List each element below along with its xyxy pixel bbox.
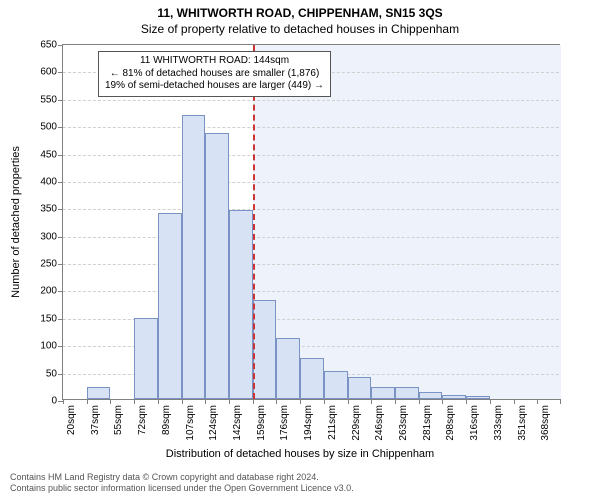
x-tick-label: 246sqm [374, 405, 385, 441]
histogram-bar [229, 210, 253, 399]
x-tick-mark [229, 399, 230, 404]
x-tick-mark [490, 399, 491, 404]
x-tick-mark [371, 399, 372, 404]
x-tick-mark [348, 399, 349, 404]
x-tick-label: 194sqm [303, 405, 314, 441]
page-title-line2: Size of property relative to detached ho… [0, 20, 600, 36]
x-tick-label: 107sqm [185, 405, 196, 441]
x-tick-mark [514, 399, 515, 404]
x-tick-label: 89sqm [161, 405, 172, 435]
x-tick-label: 316sqm [469, 405, 480, 441]
x-tick-label: 211sqm [327, 405, 338, 440]
x-tick-label: 124sqm [208, 405, 219, 441]
histogram-bar [371, 387, 395, 399]
y-tick-label: 400 [40, 176, 57, 187]
y-tick-label: 550 [40, 94, 57, 105]
x-tick-label: 351sqm [517, 405, 528, 441]
chart-container: 11, WHITWORTH ROAD, CHIPPENHAM, SN15 3QS… [0, 0, 600, 500]
y-tick-label: 250 [40, 259, 57, 270]
bars-group [63, 45, 559, 399]
annotation-line: 19% of semi-detached houses are larger (… [105, 80, 324, 93]
y-tick-label: 650 [40, 40, 57, 51]
x-tick-mark [253, 399, 254, 404]
footer-attribution: Contains HM Land Registry data © Crown c… [10, 472, 354, 495]
x-tick-label: 281sqm [422, 405, 433, 441]
x-tick-mark [324, 399, 325, 404]
histogram-bar [276, 338, 300, 399]
x-tick-mark [442, 399, 443, 404]
annotation-line: ← 81% of detached houses are smaller (1,… [105, 68, 324, 81]
y-tick-label: 0 [51, 396, 57, 407]
y-tick-label: 200 [40, 286, 57, 297]
x-tick-label: 333sqm [493, 405, 504, 441]
x-tick-mark [182, 399, 183, 404]
histogram-bar [419, 392, 443, 399]
histogram-bar [348, 377, 372, 399]
x-tick-label: 229sqm [351, 405, 362, 441]
x-tick-mark [300, 399, 301, 404]
x-tick-label: 176sqm [279, 405, 290, 441]
x-tick-label: 55sqm [113, 405, 124, 435]
y-tick-label: 600 [40, 67, 57, 78]
footer-line2: Contains public sector information licen… [10, 483, 354, 494]
y-tick-label: 50 [46, 368, 57, 379]
histogram-bar [324, 371, 348, 399]
x-tick-label: 298sqm [445, 405, 456, 441]
x-tick-label: 263sqm [398, 405, 409, 441]
histogram-bar [300, 358, 324, 399]
x-tick-mark [276, 399, 277, 404]
x-tick-mark [205, 399, 206, 404]
footer-line1: Contains HM Land Registry data © Crown c… [10, 472, 354, 483]
x-axis-label: Distribution of detached houses by size … [0, 448, 600, 460]
y-tick-label: 300 [40, 231, 57, 242]
plot-area: 0501001502002503003504004505005506006502… [62, 44, 560, 400]
x-tick-mark [134, 399, 135, 404]
histogram-bar [442, 395, 466, 399]
x-tick-mark [466, 399, 467, 404]
annotation-line: 11 WHITWORTH ROAD: 144sqm [105, 55, 324, 68]
histogram-bar [253, 300, 277, 399]
x-tick-mark [537, 399, 538, 404]
y-tick-label: 450 [40, 149, 57, 160]
x-tick-mark [110, 399, 111, 404]
x-tick-mark [560, 399, 561, 404]
x-tick-mark [63, 399, 64, 404]
annotation-box: 11 WHITWORTH ROAD: 144sqm← 81% of detach… [98, 51, 331, 97]
chart-plot-wrapper: 0501001502002503003504004505005506006502… [62, 44, 560, 400]
page-title-line1: 11, WHITWORTH ROAD, CHIPPENHAM, SN15 3QS [0, 0, 600, 20]
x-tick-mark [87, 399, 88, 404]
x-tick-label: 368sqm [540, 405, 551, 441]
x-tick-label: 159sqm [256, 405, 267, 441]
histogram-bar [205, 133, 229, 399]
histogram-bar [158, 213, 182, 399]
x-tick-label: 37sqm [90, 405, 101, 435]
marker-line [253, 45, 255, 399]
histogram-bar [395, 387, 419, 399]
x-tick-mark [419, 399, 420, 404]
histogram-bar [134, 318, 158, 399]
y-tick-label: 100 [40, 341, 57, 352]
y-tick-label: 500 [40, 122, 57, 133]
histogram-bar [466, 396, 490, 399]
y-axis-label: Number of detached properties [10, 146, 22, 298]
y-tick-label: 350 [40, 204, 57, 215]
x-tick-mark [395, 399, 396, 404]
x-tick-label: 142sqm [232, 405, 243, 441]
x-tick-label: 20sqm [66, 405, 77, 435]
x-tick-mark [158, 399, 159, 404]
x-tick-label: 72sqm [137, 405, 148, 435]
histogram-bar [182, 115, 206, 399]
y-tick-label: 150 [40, 313, 57, 324]
histogram-bar [87, 387, 111, 399]
